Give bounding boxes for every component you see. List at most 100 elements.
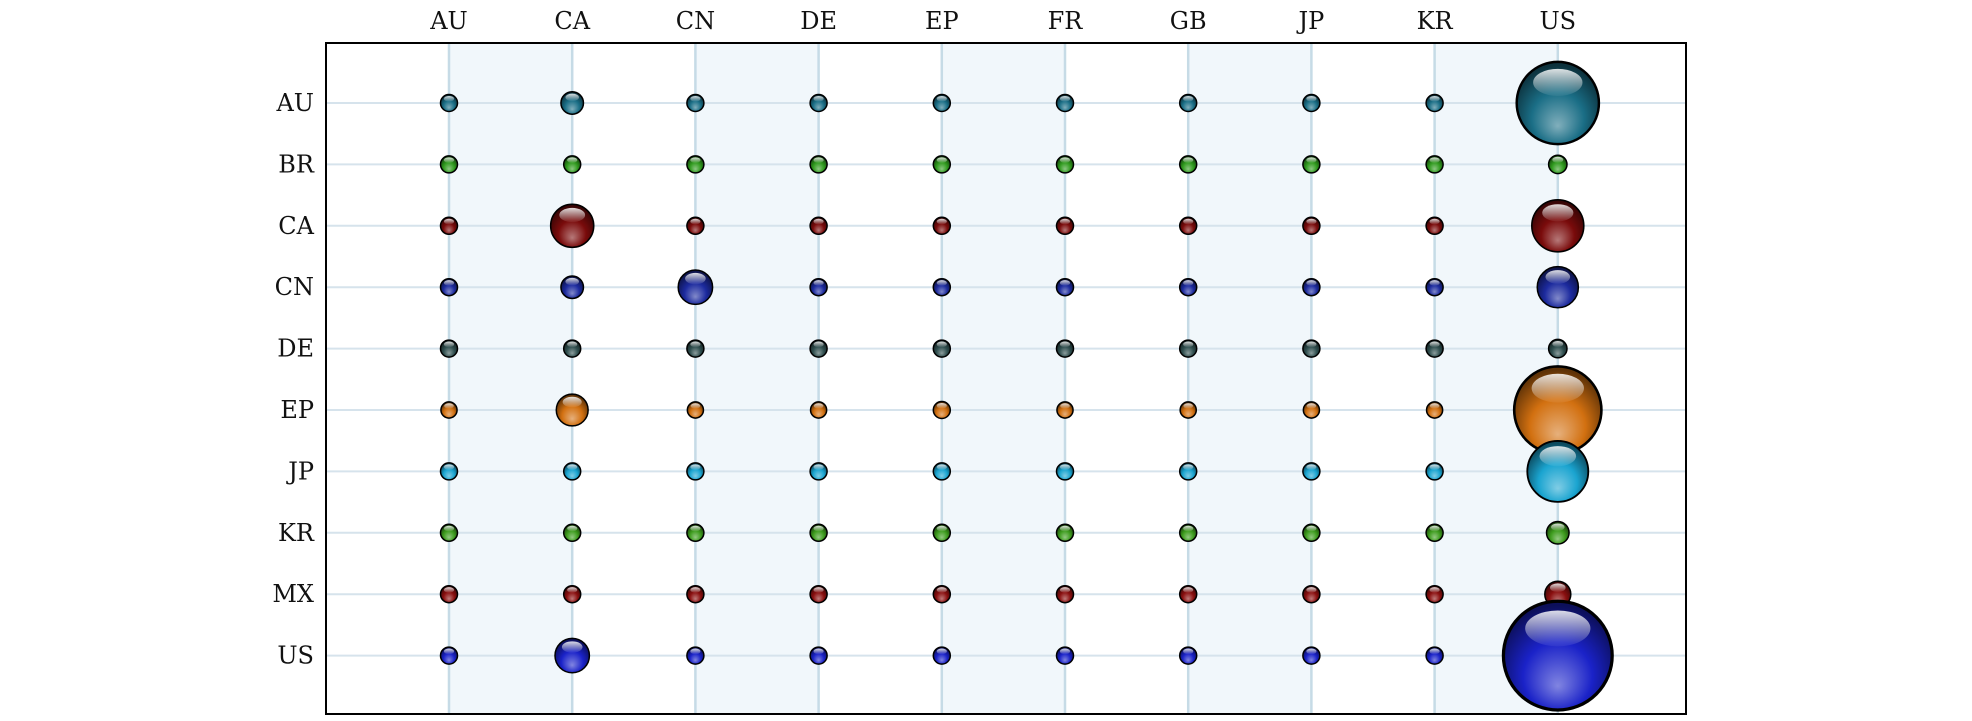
bubble-KR-US	[1545, 520, 1570, 545]
bubble-EP-DE	[809, 401, 828, 419]
y-tick-label: MX	[272, 580, 314, 608]
x-tick-label: AU	[429, 7, 468, 35]
bubble-CA-KR	[1425, 216, 1444, 236]
bubble-KR-JP	[1302, 523, 1321, 543]
y-tick-label: JP	[285, 457, 314, 485]
y-tick-label: CA	[278, 212, 314, 240]
bubble-AU-AU	[439, 93, 459, 113]
bubble-AU-CN	[686, 93, 705, 113]
bubble-DE-GB	[1178, 339, 1198, 358]
bubble-MX-CA	[562, 584, 582, 604]
y-tick-label: US	[277, 642, 314, 670]
bubble-JP-DE	[809, 462, 828, 481]
bubble-AU-FR	[1055, 93, 1075, 113]
bubble-JP-GB	[1178, 462, 1198, 481]
bubble-JP-CN	[686, 462, 705, 481]
bubble-BR-KR	[1425, 155, 1444, 174]
bubble-DE-AU	[439, 339, 459, 358]
bubble-MX-EP	[932, 584, 952, 604]
bubble-JP-KR	[1425, 462, 1444, 481]
bubble-CA-EP	[932, 216, 952, 236]
bubble-JP-AU	[439, 462, 459, 481]
bubble-CN-EP	[932, 277, 952, 297]
bubble-MX-FR	[1055, 584, 1075, 604]
bubble-US-EP	[932, 646, 952, 665]
bubble-CN-JP	[1302, 277, 1321, 297]
bubble-CA-AU	[439, 216, 459, 236]
y-tick-label: CN	[275, 273, 314, 301]
bubble-KR-AU	[439, 523, 459, 543]
column-band	[941, 43, 1065, 714]
column-band	[695, 43, 819, 714]
bubble-DE-JP	[1302, 339, 1321, 358]
bubble-DE-DE	[809, 339, 828, 358]
bubble-CA-JP	[1302, 216, 1321, 236]
bubble-KR-DE	[809, 523, 828, 543]
bubble-CA-FR	[1055, 216, 1075, 236]
bubble-BR-JP	[1302, 155, 1321, 174]
bubble-KR-CA	[562, 523, 582, 543]
bubble-EP-CN	[686, 401, 705, 419]
bubble-MX-GB	[1178, 584, 1198, 604]
y-tick-label: EP	[280, 396, 314, 424]
bubble-EP-KR	[1425, 401, 1444, 419]
bubble-CN-DE	[809, 277, 828, 297]
bubble-DE-EP	[932, 339, 952, 358]
bubble-EP-JP	[1302, 401, 1321, 419]
x-tick-label: US	[1539, 7, 1576, 35]
x-tick-label: CA	[554, 7, 590, 35]
bubble-BR-US	[1547, 154, 1568, 175]
bubble-KR-FR	[1055, 523, 1075, 543]
bubble-US-JP	[1302, 646, 1321, 665]
x-tick-label: GB	[1170, 7, 1207, 35]
x-tick-label: FR	[1048, 7, 1084, 35]
bubble-JP-CA	[562, 462, 582, 481]
bubble-CA-GB	[1178, 216, 1198, 236]
bubble-BR-DE	[809, 155, 828, 174]
bubble-CA-CA	[549, 203, 595, 249]
bubble-AU-KR	[1425, 93, 1444, 113]
bubble-DE-FR	[1055, 339, 1075, 358]
plot-frame	[325, 42, 1687, 715]
column-band	[449, 43, 573, 714]
bubble-CN-GB	[1178, 277, 1198, 297]
bubble-US-CN	[686, 646, 705, 665]
bubble-AU-GB	[1178, 93, 1198, 113]
bubble-AU-CA	[560, 90, 585, 116]
bubble-CN-KR	[1425, 277, 1444, 297]
x-tick-labels: AU CA CN DE EP FR GB JP KR US	[429, 7, 1576, 35]
bubble-JP-JP	[1302, 462, 1321, 481]
bubble-CN-CN	[677, 269, 714, 306]
bubble-MX-JP	[1302, 584, 1321, 604]
bubble-DE-US	[1547, 338, 1568, 359]
bubble-US-GB	[1178, 646, 1198, 665]
bubble-US-FR	[1055, 646, 1075, 665]
bubble-EP-EP	[932, 400, 952, 420]
bubble-DE-CN	[686, 339, 705, 358]
bubble-KR-GB	[1178, 523, 1198, 543]
bubble-BR-CN	[686, 155, 705, 174]
bubble-BR-AU	[439, 155, 459, 174]
bubble-CA-US	[1531, 199, 1585, 253]
bubble-KR-EP	[932, 523, 952, 543]
y-tick-label: BR	[278, 150, 315, 178]
bubble-BR-EP	[932, 155, 952, 174]
bubble-KR-CN	[686, 523, 705, 543]
bubble-DE-CA	[562, 339, 582, 358]
bubble-CA-CN	[686, 216, 705, 236]
bubble-JP-FR	[1055, 462, 1075, 481]
bubble-AU-JP	[1302, 93, 1321, 113]
bubble-CN-FR	[1055, 277, 1075, 297]
bubbles	[439, 60, 1614, 712]
bubble-US-AU	[439, 646, 459, 665]
bubble-US-DE	[809, 646, 828, 665]
bubble-EP-CA	[555, 393, 589, 427]
bubble-CN-CA	[560, 275, 585, 300]
y-tick-label: AU	[275, 89, 314, 117]
bubble-JP-US	[1526, 439, 1590, 503]
x-tick-label: CN	[676, 7, 715, 35]
bubble-EP-FR	[1056, 401, 1074, 419]
y-tick-label: KR	[278, 519, 315, 547]
y-tick-labels: AU BR CA CN DE EP JP KR MX US	[272, 89, 315, 670]
